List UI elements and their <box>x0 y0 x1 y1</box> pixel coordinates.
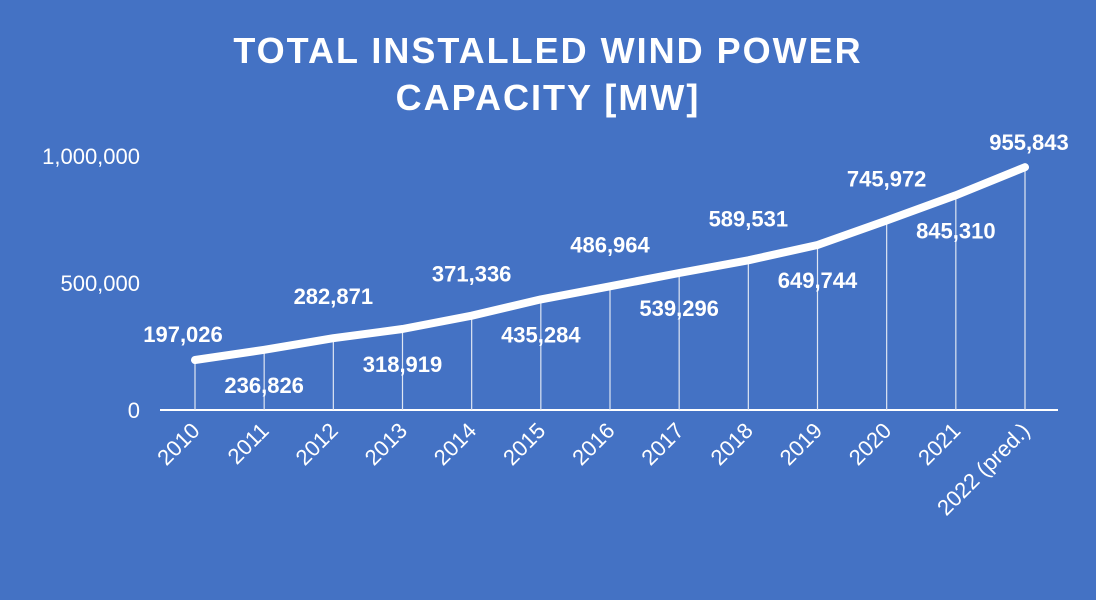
y-tick-label: 1,000,000 <box>42 144 140 169</box>
data-point <box>952 192 959 199</box>
data-label: 197,026 <box>143 322 223 347</box>
data-label: 486,964 <box>570 232 650 257</box>
data-point <box>1022 164 1028 171</box>
data-point <box>192 356 198 363</box>
y-tick-label: 0 <box>128 398 140 423</box>
data-point <box>537 296 544 303</box>
data-point <box>883 217 890 224</box>
data-label: 318,919 <box>363 352 443 377</box>
chart-title-line-2: CAPACITY [MW] <box>396 77 701 118</box>
data-point <box>399 325 406 332</box>
data-label: 236,826 <box>224 373 304 398</box>
x-tick-label: 2018 <box>706 418 758 470</box>
data-label-layer: 197,026 236,826 282,871 318,919 371,336 435,2… <box>143 130 1069 398</box>
x-tick-label: 2011 <box>223 418 274 469</box>
data-point <box>261 346 268 353</box>
x-tick-label: 2014 <box>429 418 481 470</box>
data-point <box>607 283 613 290</box>
x-tick-label: 2020 <box>844 418 896 470</box>
data-label: 435,284 <box>501 322 581 347</box>
data-label: 845,310 <box>916 218 996 243</box>
data-label: 745,972 <box>847 167 927 192</box>
data-point <box>814 241 821 248</box>
data-point <box>330 335 337 342</box>
x-tick-label: 2012 <box>291 418 343 470</box>
data-label: 371,336 <box>432 262 512 287</box>
series-line-layer <box>191 163 1029 364</box>
data-point <box>468 312 475 319</box>
x-tick-label: 2015 <box>498 418 550 470</box>
data-label: 955,843 <box>989 130 1069 155</box>
x-tick-label: 2021 <box>913 418 965 470</box>
data-point <box>676 270 683 277</box>
data-point <box>745 257 752 264</box>
y-tick-label: 500,000 <box>60 271 140 296</box>
data-label: 282,871 <box>294 284 374 309</box>
data-label: 589,531 <box>709 206 789 231</box>
data-label: 649,744 <box>778 268 858 293</box>
x-tick-label: 2010 <box>152 418 204 470</box>
data-label: 539,296 <box>639 296 719 321</box>
x-tick-label: 2017 <box>636 418 688 470</box>
drop-lines <box>194 167 1026 410</box>
x-tick-label: 2013 <box>360 418 412 470</box>
x-tick-label: 2019 <box>775 418 827 470</box>
chart-title-line-1: TOTAL INSTALLED WIND POWER <box>233 30 862 71</box>
x-tick-label: 2016 <box>567 418 619 470</box>
